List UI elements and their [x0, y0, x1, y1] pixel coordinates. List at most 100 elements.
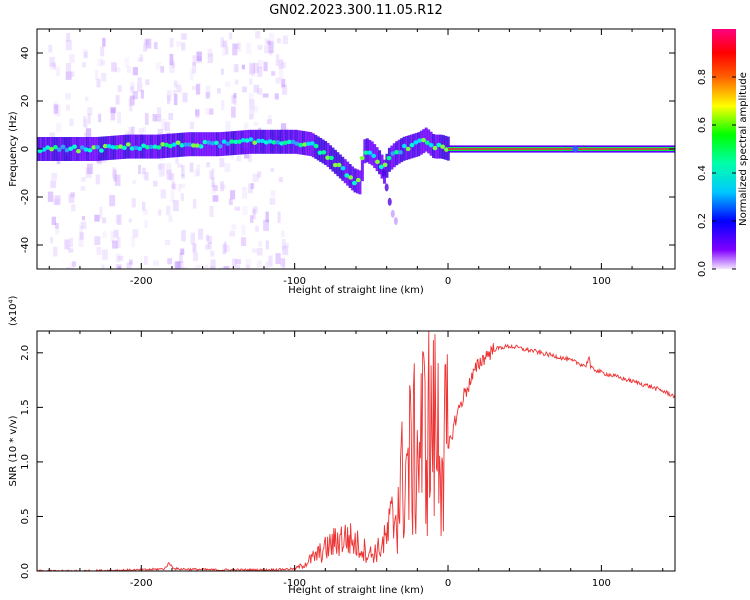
- heatmap-cell-core: [60, 144, 66, 149]
- heatmap-cell-faint: [234, 63, 240, 73]
- colorbar-tick-label: 0.2: [697, 213, 708, 229]
- heatmap-cell-band: [319, 137, 323, 162]
- heatmap-cell-faint: [252, 206, 258, 214]
- heatmap-cell-faint: [102, 249, 108, 260]
- heatmap-cell-faint: [114, 67, 121, 73]
- heatmap-cell-core: [428, 142, 434, 148]
- heatmap-cell-faint: [177, 184, 182, 192]
- heatmap-cell-core: [221, 139, 227, 144]
- heatmap-cell-faint: [255, 31, 261, 39]
- heatmap-cell-faint: [220, 184, 227, 189]
- heatmap-cell-band: [250, 129, 254, 154]
- heatmap-cell-faint: [117, 266, 121, 269]
- heatmap-cell-faint: [126, 262, 132, 269]
- heatmap-cell-faint: [181, 267, 188, 269]
- heatmap-cell-faint: [275, 54, 280, 67]
- heatmap-cell-core: [279, 141, 285, 146]
- heatmap-cell-band: [98, 136, 102, 161]
- heatmap-cell-core: [179, 143, 185, 148]
- heatmap-cell-faint: [158, 209, 162, 216]
- heatmap-cell-faint: [156, 114, 162, 122]
- heatmap-cell-core: [102, 143, 108, 149]
- heatmap-cell-faint: [280, 123, 287, 131]
- heatmap-cell-core: [405, 146, 411, 152]
- heatmap-cell-faint: [177, 163, 182, 168]
- spectrogram-heatmap: [37, 31, 675, 269]
- heatmap-cell-faint: [142, 173, 146, 179]
- heatmap-cell-faint: [55, 227, 60, 235]
- heatmap-cell-faint: [160, 118, 167, 131]
- heatmap-cell-core: [302, 142, 308, 147]
- heatmap-cell-core: [325, 155, 331, 160]
- y-tick-label: -20: [20, 189, 31, 205]
- heatmap-cell-band: [419, 130, 423, 155]
- y-tick-label: 0: [20, 146, 31, 152]
- heatmap-cell-faint: [248, 93, 254, 101]
- heatmap-cell-faint: [233, 92, 237, 98]
- heatmap-cell-core: [148, 144, 154, 150]
- heatmap-cell-faint: [255, 225, 259, 232]
- heatmap-cell-faint: [231, 94, 236, 104]
- heatmap-cell-faint: [209, 266, 216, 269]
- heatmap-cell-faint: [250, 182, 255, 190]
- heatmap-cell-faint: [237, 41, 242, 52]
- heatmap-cell-faint: [247, 154, 252, 163]
- heatmap-cell-faint: [249, 114, 253, 120]
- heatmap-cell-faint: [253, 105, 259, 113]
- x-tick-label: 100: [592, 578, 611, 589]
- heatmap-cell-faint: [49, 132, 56, 142]
- heatmap-cell-faint: [212, 195, 219, 202]
- heatmap-cell-faint: [228, 198, 233, 206]
- heatmap-cell-faint: [160, 66, 165, 73]
- heatmap-cell-faint: [211, 177, 215, 188]
- heatmap-cell-faint: [53, 104, 59, 114]
- heatmap-cell-faint: [53, 62, 57, 69]
- heatmap-cell-faint: [53, 195, 60, 206]
- heatmap-cell-faint: [131, 126, 135, 136]
- heatmap-cell-faint: [48, 44, 53, 53]
- heatmap-cell-faint: [204, 264, 209, 269]
- heatmap-cell-band: [105, 136, 109, 161]
- heatmap-cell-faint: [231, 224, 237, 230]
- heatmap-cell-faint: [282, 35, 289, 45]
- heatmap-cell-faint: [84, 119, 88, 129]
- heatmap-cell-faint: [71, 204, 76, 212]
- heatmap-cell-faint: [196, 56, 202, 64]
- heatmap-cell-band: [343, 159, 347, 184]
- heatmap-cell-faint: [283, 242, 290, 248]
- heatmap-cell-faint: [223, 40, 228, 47]
- heatmap-cell-core: [355, 177, 361, 183]
- heatmap-cell-faint: [175, 261, 181, 269]
- heatmap-cell-spot: [572, 146, 579, 152]
- heatmap-cell-faint: [110, 231, 115, 243]
- heatmap-cell-faint: [171, 60, 175, 68]
- heatmap-cell-faint: [70, 192, 75, 198]
- heatmap-cell-faint: [180, 248, 185, 255]
- heatmap-cell-core: [298, 142, 304, 148]
- heatmap-cell-faint: [128, 259, 133, 265]
- heatmap-cell-faint: [132, 229, 139, 238]
- heatmap-cell-faint: [68, 248, 74, 253]
- heatmap-cell-faint: [225, 46, 229, 55]
- heatmap-cell-faint: [269, 50, 273, 56]
- heatmap-cell-core: [175, 140, 181, 145]
- heatmap-cell-core: [294, 141, 300, 146]
- heatmap-cell-faint: [142, 167, 146, 175]
- heatmap-cell-faint: [83, 132, 88, 139]
- heatmap-cell-faint: [168, 173, 175, 181]
- heatmap-cell-band: [424, 127, 428, 152]
- heatmap-cell-core: [187, 142, 192, 147]
- heatmap-cell-faint: [189, 162, 194, 173]
- heatmap-cell-faint: [232, 43, 238, 56]
- heatmap-cell-faint: [268, 255, 273, 267]
- heatmap-cell-faint: [143, 43, 148, 52]
- heatmap-cell-faint: [80, 221, 87, 230]
- heatmap-cell-faint: [115, 214, 121, 224]
- heatmap-cell-faint: [269, 197, 276, 205]
- heatmap-cell-faint: [278, 59, 284, 70]
- heatmap-cell-core: [413, 140, 419, 145]
- heatmap-cell-faint: [269, 32, 275, 42]
- heatmap-cell-core: [141, 143, 146, 148]
- heatmap-cell-faint: [174, 261, 181, 269]
- heatmap-cell-faint: [205, 85, 211, 98]
